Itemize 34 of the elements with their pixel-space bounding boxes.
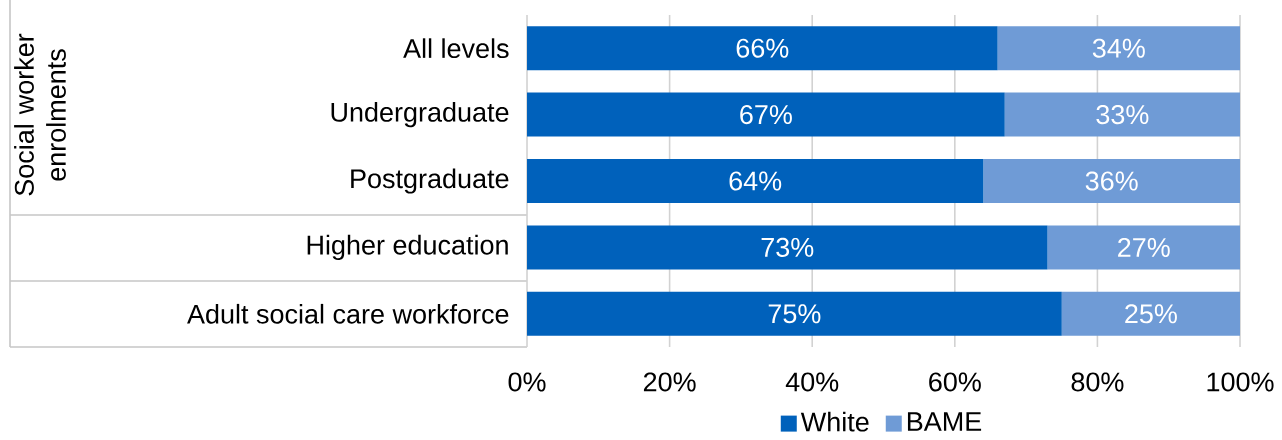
bar bbox=[1047, 225, 1241, 270]
bar bbox=[983, 159, 1241, 203]
x-tick-label: 80% bbox=[1071, 372, 1124, 392]
legend-label: White bbox=[800, 411, 869, 432]
y-tick-label: Postgraduate bbox=[351, 168, 509, 194]
bar bbox=[527, 92, 1005, 137]
x-tick-label: 40% bbox=[785, 372, 839, 392]
bar bbox=[527, 159, 984, 203]
data-label: 75% bbox=[768, 304, 821, 324]
x-tick-label: 20% bbox=[643, 372, 696, 392]
bar bbox=[1004, 92, 1241, 137]
bar bbox=[527, 225, 1048, 270]
y-tick-label: Undergraduate bbox=[331, 102, 509, 128]
x-tick-label: 0% bbox=[508, 372, 546, 392]
x-tick-label: 60% bbox=[929, 372, 981, 392]
x-tick-label: 100% bbox=[1207, 372, 1274, 392]
data-label: 27% bbox=[1118, 237, 1170, 257]
data-label: 25% bbox=[1125, 304, 1177, 324]
y-tick-label: All levels bbox=[403, 38, 509, 59]
y-tick-label: Higher education bbox=[307, 234, 508, 260]
bar bbox=[527, 26, 998, 71]
text: Social worker enrolments bbox=[14, 33, 66, 196]
data-label: 66% bbox=[736, 38, 789, 58]
y-tick-label: Adult social care workforce bbox=[187, 303, 509, 324]
bar bbox=[527, 291, 1062, 336]
data-label: 34% bbox=[1092, 38, 1145, 58]
legend-label: BAME bbox=[907, 412, 982, 431]
data-label: 73% bbox=[761, 237, 814, 257]
data-label: 36% bbox=[1085, 171, 1138, 191]
bar bbox=[1061, 291, 1241, 336]
data-label: 33% bbox=[1096, 105, 1149, 125]
data-label: 67% bbox=[740, 105, 792, 125]
bar bbox=[997, 26, 1241, 71]
data-label: 64% bbox=[729, 171, 782, 191]
